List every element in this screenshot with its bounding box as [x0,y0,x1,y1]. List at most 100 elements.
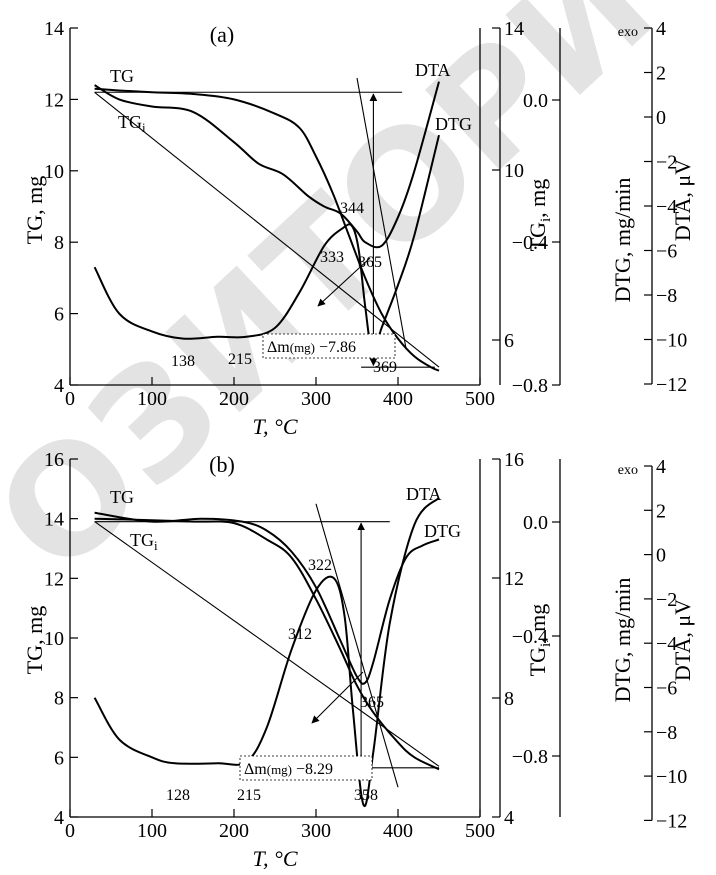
mass-loss-symbol: Δm [267,339,290,356]
dtg-tick-label: −0.8 [512,746,548,768]
x-tick-label: 100 [137,388,167,410]
dta-tick-label: −10 [656,766,687,788]
left-y-tick-label: 6 [54,304,64,326]
tg-curve-label: TG [110,487,134,507]
dta-tick-label: −4 [656,196,677,218]
series-baseline-line [94,91,440,368]
x-tick-label: 300 [301,820,331,842]
tgi-curve-subscript: i [142,120,146,135]
tgi-tick-label: 4 [504,807,514,829]
dta-tick-label: −12 [656,810,687,832]
tgi-axis-unit: , mg [525,179,550,218]
annotation-label: 333 [320,249,344,266]
tg-curve-label: TG [110,66,134,86]
dta-tick-label: 2 [656,500,666,522]
dta-axis-label: DTA, μV [670,159,695,241]
left-y-tick-label: 10 [44,161,64,183]
annotation-label: 215 [228,351,252,368]
dta-curve-label: DTA [406,484,442,504]
left-y-tick-label: 16 [44,449,64,471]
series-tgi-line [94,81,440,249]
left-y-tick-label: 8 [54,688,64,710]
annotation-label: 128 [166,787,190,804]
mass-loss-pointer [317,257,371,307]
left-y-tick-label: 10 [44,628,64,650]
mass-loss-pointer [311,671,364,724]
tgi-axis-subscript: i [538,218,554,222]
annotation-label: 138 [171,353,195,370]
mass-loss-symbol: Δm [244,761,267,778]
x-tick-label: 0 [65,820,75,842]
mass-loss-box [239,755,373,781]
mass-loss-value: −8.29 [296,761,333,778]
tgi-axis-unit: , mg [525,604,550,643]
exo-label: exo [618,25,638,40]
left-y-tick-label: 4 [54,375,64,397]
tgi-tick-label: 6 [504,330,514,352]
dta-tick-label: 4 [656,456,666,478]
left-y-axis-label: TG, mg [22,176,47,244]
tgi-curve-label: TGi [130,530,158,553]
dta-tick-label: −6 [656,678,677,700]
left-y-tick-label: 14 [44,509,64,531]
left-y-axis-label: TG, mg [22,606,47,674]
dta-tick-label: 4 [656,18,666,40]
tgi-curve-subscript: i [154,538,158,553]
tgi-axis-label: TGi, mg [525,604,554,677]
x-tick-label: 200 [219,388,249,410]
x-axis-label: T, °C [252,414,297,439]
dtg-curve-label: DTG [435,114,472,134]
x-tick-label: 500 [465,820,495,842]
left-y-tick-label: 4 [54,807,64,829]
annotation-label: 312 [288,626,312,643]
dta-tick-label: −12 [656,374,687,396]
annotation-label: 365 [360,694,384,711]
x-tick-label: 100 [137,820,167,842]
dtg-curve-label: DTG [424,521,461,541]
dta-tick-label: −2 [656,152,677,174]
annotation-label: 344 [340,200,364,217]
dta-tick-label: −6 [656,241,677,263]
mass-loss-unit: (mg) [290,340,315,355]
series-tangent-line [356,77,407,350]
left-y-tick-label: 12 [44,568,64,590]
series-dta-line [93,134,440,355]
x-tick-label: 400 [383,820,413,842]
dtg-tick-label: −0.4 [512,232,548,254]
dta-tick-label: −8 [656,722,677,744]
annotation-label: 369 [373,359,397,376]
dtg-tick-label: 0.0 [523,512,548,534]
x-axis-label: T, °C [252,846,297,871]
dta-tick-label: 2 [656,63,666,85]
annotation-label: 322 [308,557,332,574]
dta-tick-label: 0 [656,545,666,567]
x-tick-label: 300 [301,388,331,410]
tgi-axis-subscript: i [538,643,554,647]
annotation-label: 365 [358,254,382,271]
dtg-tick-label: 0.0 [523,90,548,112]
x-tick-label: 200 [219,820,249,842]
dta-tick-label: 0 [656,107,666,129]
x-tick-label: 500 [465,388,495,410]
left-y-tick-label: 14 [44,18,64,40]
dta-tick-label: −4 [656,633,677,655]
series-baseline-line [94,521,440,767]
mass-loss-text: Δm(mg) −7.86 [267,339,356,356]
dtg-axis-label: DTG, mg/min [610,578,635,703]
dta-tick-label: −2 [656,589,677,611]
mass-loss-text: Δm(mg) −8.29 [244,761,333,778]
tgi-tick-label: 14 [504,18,524,40]
mass-loss-unit: (mg) [267,762,292,777]
tgi-tick-label: 12 [504,568,524,590]
panel-label: (b) [209,452,235,477]
tgi-tick-label: 8 [504,688,514,710]
tgi-axis-label: TGi, mg [525,179,554,252]
annotation-label: 215 [237,787,261,804]
tgi-curve-label: TGi [118,112,146,135]
annotation-label: 358 [354,787,378,804]
dta-tick-label: −8 [656,285,677,307]
tgi-tick-label: 10 [504,160,524,182]
